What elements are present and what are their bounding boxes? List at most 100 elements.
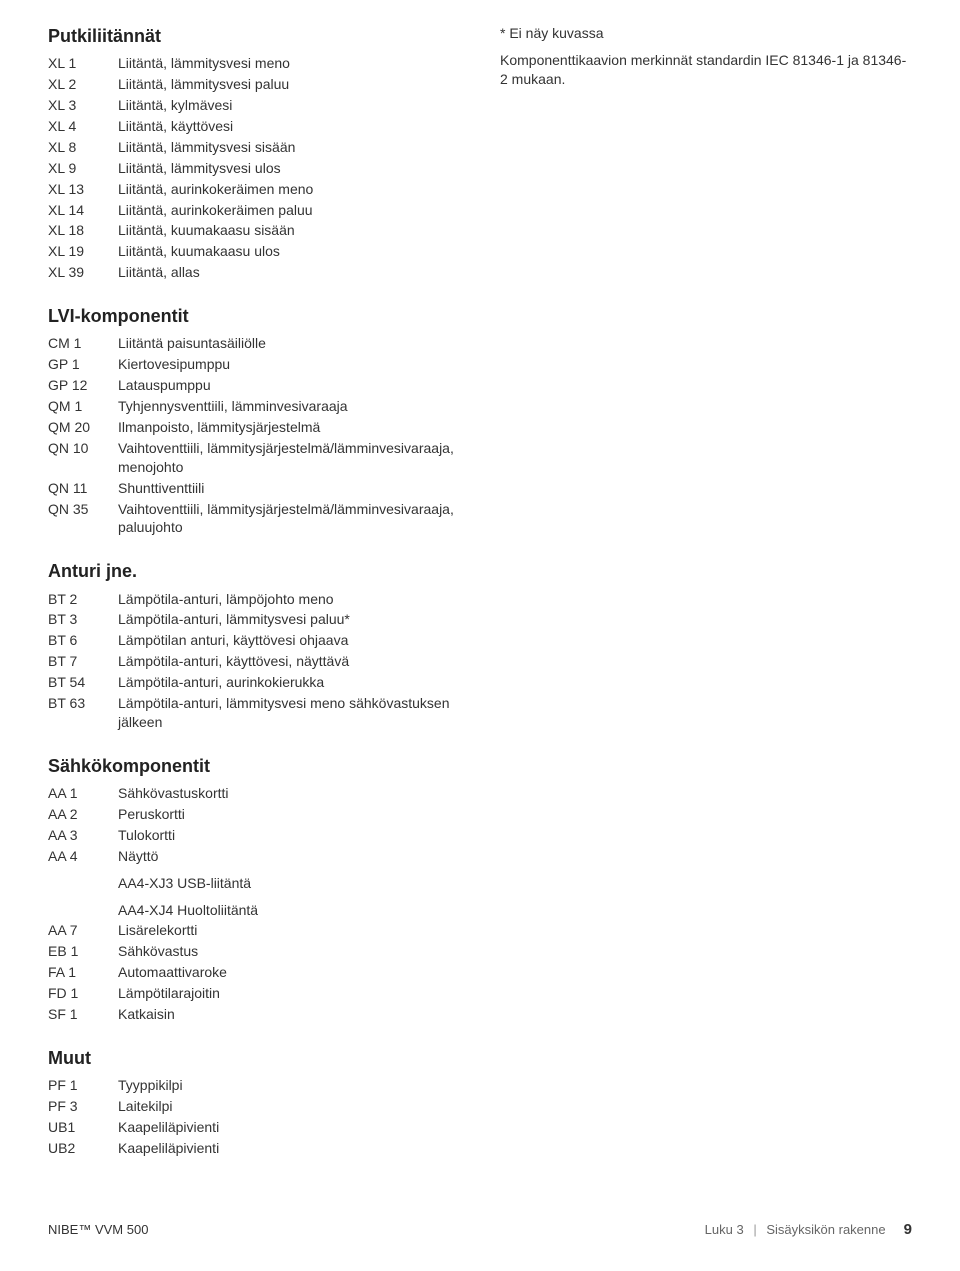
code: XL 2	[48, 75, 108, 94]
table-row: BT 7Lämpötila-anturi, käyttövesi, näyttä…	[48, 652, 460, 671]
page-body: Putkiliitännät XL 1Liitäntä, lämmitysves…	[48, 24, 912, 1180]
code: AA 4	[48, 847, 108, 866]
desc: Latauspumppu	[118, 376, 460, 395]
section-putkiliitannat: Putkiliitännät XL 1Liitäntä, lämmitysves…	[48, 24, 460, 282]
code: PF 1	[48, 1076, 108, 1095]
table-row: AA 2 Peruskortti	[48, 805, 460, 824]
table-row: PF 1Tyyppikilpi	[48, 1076, 460, 1095]
code: XL 3	[48, 96, 108, 115]
desc: Lämpötila-anturi, lämmitysvesi paluu*	[118, 610, 460, 629]
table-row: AA 7 Lisärelekortti	[48, 921, 460, 940]
desc: Liitäntä, lämmitysvesi sisään	[118, 138, 460, 157]
table-row: GP 1 Kiertovesipumppu	[48, 355, 460, 374]
table-row: BT 63Lämpötila-anturi, lämmitysvesi meno…	[48, 694, 460, 732]
table-row: XL 8Liitäntä, lämmitysvesi sisään	[48, 138, 460, 157]
table-row: XL 9 Liitäntä, lämmitysvesi ulos	[48, 159, 460, 178]
code: UB1	[48, 1118, 108, 1137]
sub-label-usb: AA4-XJ3 USB-liitäntä	[118, 874, 460, 893]
code: UB2	[48, 1139, 108, 1158]
table-row: BT 6Lämpötilan anturi, käyttövesi ohjaav…	[48, 631, 460, 650]
table-row: XL 2 Liitäntä, lämmitysvesi paluu	[48, 75, 460, 94]
desc: Lisärelekortti	[118, 921, 460, 940]
desc: Liitäntä, lämmitysvesi ulos	[118, 159, 460, 178]
code: PF 3	[48, 1097, 108, 1116]
code: AA 3	[48, 826, 108, 845]
footer-left: NIBE™ VVM 500	[48, 1221, 148, 1239]
table-row: BT 54Lämpötila-anturi, aurinkokierukka	[48, 673, 460, 692]
not-shown-note: * Ei näy kuvassa	[500, 24, 912, 43]
desc: Näyttö	[118, 847, 460, 866]
desc: Lämpötila-anturi, lämpöjohto meno	[118, 590, 460, 609]
desc: Kaapeliläpivienti	[118, 1139, 460, 1158]
table-row: UB1Kaapeliläpivienti	[48, 1118, 460, 1137]
code: FD 1	[48, 984, 108, 1003]
desc: Kiertovesipumppu	[118, 355, 460, 374]
desc: Peruskortti	[118, 805, 460, 824]
standard-note: Komponenttikaavion merkinnät standardin …	[500, 51, 912, 89]
desc: Sähkövastuskortti	[118, 784, 460, 803]
section-muut: Muut PF 1Tyyppikilpi PF 3Laitekilpi UB1K…	[48, 1046, 460, 1158]
code: BT 2	[48, 590, 108, 609]
code: CM 1	[48, 334, 108, 353]
code: BT 6	[48, 631, 108, 650]
code: BT 3	[48, 610, 108, 629]
desc: Liitäntä, kuumakaasu sisään	[118, 221, 460, 240]
table-row: QN 10Vaihtoventtiili, lämmitysjärjestelm…	[48, 439, 460, 477]
code: XL 14	[48, 201, 108, 220]
code: QN 35	[48, 500, 108, 538]
table-row: QM 20 Ilmanpoisto, lämmitysjärjestelmä	[48, 418, 460, 437]
desc: Liitäntä, aurinkokeräimen paluu	[118, 201, 460, 220]
table-row: XL 19 Liitäntä, kuumakaasu ulos	[48, 242, 460, 261]
section-title: Anturi jne.	[48, 559, 460, 583]
desc: Liitäntä, lämmitysvesi paluu	[118, 75, 460, 94]
table-row: XL 3 Liitäntä, kylmävesi	[48, 96, 460, 115]
footer-chapter: Luku 3	[705, 1222, 744, 1237]
desc: Lämpötila-anturi, aurinkokierukka	[118, 673, 460, 692]
desc: Vaihtoventtiili, lämmitysjärjestelmä/läm…	[118, 439, 460, 477]
table-row: AA 3 Tulokortti	[48, 826, 460, 845]
desc: Liitäntä paisuntasäiliölle	[118, 334, 460, 353]
desc: Tulokortti	[118, 826, 460, 845]
code: AA 7	[48, 921, 108, 940]
desc: Liitäntä, allas	[118, 263, 460, 282]
code: AA 1	[48, 784, 108, 803]
code: XL 9	[48, 159, 108, 178]
table-row: QN 35Vaihtoventtiili, lämmitysjärjestelm…	[48, 500, 460, 538]
desc: Shunttiventtiili	[118, 479, 460, 498]
table-row: EB 1Sähkövastus	[48, 942, 460, 961]
desc: Tyhjennysventtiili, lämminvesivaraaja	[118, 397, 460, 416]
table-row: QN 11 Shunttiventtiili	[48, 479, 460, 498]
desc: Liitäntä, kuumakaasu ulos	[118, 242, 460, 261]
code: QM 1	[48, 397, 108, 416]
code: XL 39	[48, 263, 108, 282]
code: XL 18	[48, 221, 108, 240]
code: FA 1	[48, 963, 108, 982]
code: GP 1	[48, 355, 108, 374]
table-row: FD 1Lämpötilarajoitin	[48, 984, 460, 1003]
section-title: Putkiliitännät	[48, 24, 460, 48]
code: QN 11	[48, 479, 108, 498]
code: AA 2	[48, 805, 108, 824]
section-lvi: LVI-komponentit CM 1 Liitäntä paisuntasäi…	[48, 304, 460, 537]
table-row: XL 18 Liitäntä, kuumakaasu sisään	[48, 221, 460, 240]
section-title: LVI-komponentit	[48, 304, 460, 328]
table-row: XL 39 Liitäntä, allas	[48, 263, 460, 282]
footer-chapter-title: Sisäyksikön rakenne	[766, 1222, 885, 1237]
section-sahko: Sähkökomponentit AA 1Sähkövastuskortti A…	[48, 754, 460, 1024]
code: SF 1	[48, 1005, 108, 1024]
separator-icon: |	[753, 1222, 756, 1237]
desc: Liitäntä, aurinkokeräimen meno	[118, 180, 460, 199]
table-row: BT 2 Lämpötila-anturi, lämpöjohto meno	[48, 590, 460, 609]
table-row: XL 1Liitäntä, lämmitysvesi meno	[48, 54, 460, 73]
desc: Liitäntä, lämmitysvesi meno	[118, 54, 460, 73]
code: QM 20	[48, 418, 108, 437]
desc: Liitäntä, käyttövesi	[118, 117, 460, 136]
desc: Ilmanpoisto, lämmitysjärjestelmä	[118, 418, 460, 437]
table-row: QM 1 Tyhjennysventtiili, lämminvesivaraaj…	[48, 397, 460, 416]
desc: Lämpötila-anturi, lämmitysvesi meno sähk…	[118, 694, 460, 732]
code: BT 7	[48, 652, 108, 671]
code: XL 19	[48, 242, 108, 261]
desc: Liitäntä, kylmävesi	[118, 96, 460, 115]
table-row: XL 13Liitäntä, aurinkokeräimen meno	[48, 180, 460, 199]
footer-right: Luku 3 | Sisäyksikön rakenne 9	[705, 1220, 912, 1240]
